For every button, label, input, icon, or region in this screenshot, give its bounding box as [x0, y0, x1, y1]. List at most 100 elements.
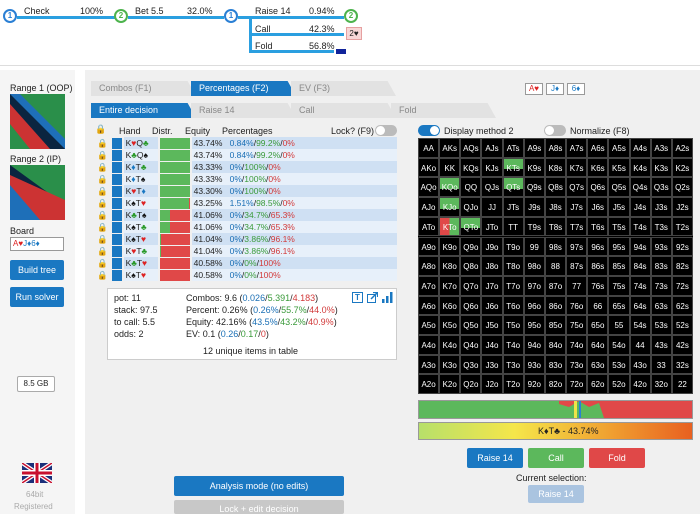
matrix-cell-Q8s[interactable]: Q8s [544, 177, 567, 198]
matrix-cell-J8o[interactable]: J8o [481, 256, 503, 276]
build-tree-button[interactable]: Build tree [10, 260, 64, 280]
range2-thumbnail[interactable] [10, 165, 65, 220]
matrix-cell-A4s[interactable]: A4s [629, 138, 651, 158]
matrix-cell-K9s[interactable]: K9s [523, 157, 545, 178]
analysis-mode-button[interactable]: Analysis mode (no edits) [174, 476, 344, 496]
matrix-cell-42o[interactable]: 42o [629, 374, 651, 395]
matrix-cell-J6s[interactable]: J6s [587, 197, 609, 217]
matrix-cell-A5o[interactable]: A5o [418, 315, 440, 335]
matrix-cell-63o[interactable]: 63o [587, 354, 609, 375]
fold-end-marker[interactable] [336, 49, 346, 54]
matrix-cell-A8s[interactable]: A8s [544, 138, 567, 158]
matrix-cell-92o[interactable]: 92o [523, 374, 545, 395]
matrix-cell-Q2o[interactable]: Q2o [460, 374, 482, 395]
matrix-cell-76s[interactable]: 76s [587, 275, 609, 296]
matrix-cell-T7s[interactable]: T7s [566, 216, 588, 237]
matrix-cell-AA[interactable]: AA [418, 138, 440, 158]
matrix-cell-93o[interactable]: 93o [523, 354, 545, 375]
row-lock-icon[interactable]: 🔒 [97, 233, 108, 244]
uk-flag-icon[interactable] [22, 463, 52, 483]
tree-node-2[interactable]: 2 [114, 9, 128, 23]
matrix-cell-J7o[interactable]: J7o [481, 275, 503, 296]
matrix-cell-AJs[interactable]: AJs [481, 138, 503, 158]
lock-edit-button[interactable]: Lock + edit decision [174, 500, 344, 514]
matrix-cell-85o[interactable]: 85o [544, 315, 567, 335]
matrix-cell-T6s[interactable]: T6s [587, 216, 609, 237]
matrix-cell-63s[interactable]: 63s [650, 295, 672, 316]
matrix-cell-ATo[interactable]: ATo [418, 216, 440, 237]
row-lock-icon[interactable]: 🔒 [97, 257, 108, 268]
matrix-cell-62s[interactable]: 62s [671, 295, 693, 316]
call-filter-button[interactable]: Call [528, 448, 584, 468]
matrix-cell-A6s[interactable]: A6s [587, 138, 609, 158]
tree-branch-name[interactable]: Call [255, 24, 271, 34]
matrix-cell-73s[interactable]: 73s [650, 275, 672, 296]
matrix-cell-K7o[interactable]: K7o [439, 275, 461, 296]
matrix-cell-A9o[interactable]: A9o [418, 236, 440, 257]
matrix-cell-KTs[interactable]: KTs [502, 157, 524, 178]
matrix-cell-86s[interactable]: 86s [587, 256, 609, 276]
matrix-cell-97o[interactable]: 97o [523, 275, 545, 296]
row-lock-icon[interactable]: 🔒 [97, 197, 108, 208]
current-selection-button[interactable]: Raise 14 [528, 485, 584, 503]
matrix-cell-KQo[interactable]: KQo [439, 177, 461, 198]
matrix-cell-64s[interactable]: 64s [629, 295, 651, 316]
table-row[interactable]: 🔒 K♦T♠ 43.33% 0%/100%/0% [95, 173, 397, 185]
matrix-cell-J2s[interactable]: J2s [671, 197, 693, 217]
tab-percentages[interactable]: Percentages (F2) [191, 81, 296, 96]
matrix-cell-K3o[interactable]: K3o [439, 354, 461, 375]
board-input[interactable]: A♥J♦6♦ [10, 237, 64, 251]
row-lock-icon[interactable]: 🔒 [97, 185, 108, 196]
matrix-cell-AKs[interactable]: AKs [439, 138, 461, 158]
matrix-cell-T2s[interactable]: T2s [671, 216, 693, 237]
external-link-icon[interactable] [367, 292, 378, 303]
table-row[interactable]: 🔒 K♥Q♣ 43.74% 0.84%/99.2%/0% [95, 137, 397, 149]
matrix-cell-JJ[interactable]: JJ [481, 197, 503, 217]
matrix-cell-77[interactable]: 77 [566, 275, 588, 296]
normalize-toggle[interactable] [544, 125, 566, 136]
matrix-cell-QTs[interactable]: QTs [502, 177, 524, 198]
matrix-cell-Q9s[interactable]: Q9s [523, 177, 545, 198]
matrix-cell-Q8o[interactable]: Q8o [460, 256, 482, 276]
display-method-toggle[interactable] [418, 125, 440, 136]
matrix-cell-JTs[interactable]: JTs [502, 197, 524, 217]
run-solver-button[interactable]: Run solver [10, 287, 64, 307]
matrix-cell-J2o[interactable]: J2o [481, 374, 503, 395]
matrix-cell-A6o[interactable]: A6o [418, 295, 440, 316]
matrix-cell-K9o[interactable]: K9o [439, 236, 461, 257]
matrix-cell-J3o[interactable]: J3o [481, 354, 503, 375]
fold-filter-button[interactable]: Fold [589, 448, 645, 468]
matrix-cell-T9o[interactable]: T9o [502, 236, 524, 257]
row-lock-icon[interactable]: 🔒 [97, 137, 108, 148]
matrix-cell-T6o[interactable]: T6o [502, 295, 524, 316]
matrix-cell-86o[interactable]: 86o [544, 295, 567, 316]
matrix-cell-33[interactable]: 33 [650, 354, 672, 375]
matrix-cell-A2s[interactable]: A2s [671, 138, 693, 158]
matrix-cell-Q6o[interactable]: Q6o [460, 295, 482, 316]
matrix-cell-A7s[interactable]: A7s [566, 138, 588, 158]
matrix-cell-AJo[interactable]: AJo [418, 197, 440, 217]
matrix-cell-99[interactable]: 99 [523, 236, 545, 257]
table-row[interactable]: 🔒 K♠T♥ 41.04% 0%/3.86%/96.1% [95, 233, 397, 245]
matrix-cell-TT[interactable]: TT [502, 216, 524, 237]
matrix-cell-95s[interactable]: 95s [608, 236, 630, 257]
matrix-cell-42s[interactable]: 42s [671, 335, 693, 355]
matrix-cell-75o[interactable]: 75o [566, 315, 588, 335]
text-export-icon[interactable]: T [352, 292, 363, 303]
table-row[interactable]: 🔒 K♠T♥ 40.58% 0%/0%/100% [95, 269, 397, 281]
matrix-cell-Q7s[interactable]: Q7s [566, 177, 588, 198]
matrix-cell-A3o[interactable]: A3o [418, 354, 440, 375]
matrix-cell-J3s[interactable]: J3s [650, 197, 672, 217]
matrix-cell-T3s[interactable]: T3s [650, 216, 672, 237]
matrix-cell-53s[interactable]: 53s [650, 315, 672, 335]
matrix-cell-83o[interactable]: 83o [544, 354, 567, 375]
matrix-cell-K8s[interactable]: K8s [544, 157, 567, 178]
matrix-cell-QTo[interactable]: QTo [460, 216, 482, 237]
tree-node-3[interactable]: 1 [224, 9, 238, 23]
matrix-cell-82o[interactable]: 82o [544, 374, 567, 395]
subtab-raise[interactable]: Raise 14 [191, 103, 296, 118]
matrix-cell-A8o[interactable]: A8o [418, 256, 440, 276]
lock-toggle[interactable] [375, 125, 397, 136]
tree-action-name[interactable]: Bet 5.5 [135, 6, 164, 16]
matrix-cell-QQ[interactable]: QQ [460, 177, 482, 198]
